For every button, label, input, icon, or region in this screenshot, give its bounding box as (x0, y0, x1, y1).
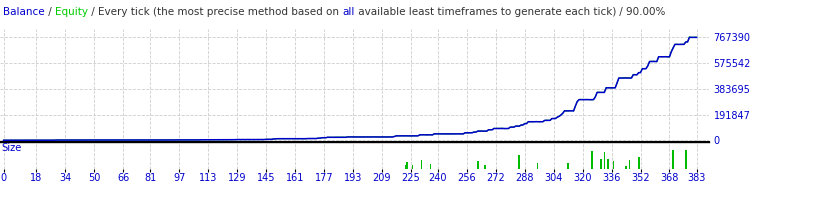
Bar (590, 151, 592, 169)
Bar (606, 159, 608, 169)
Bar (684, 150, 686, 169)
Bar (483, 165, 485, 169)
Bar (628, 160, 630, 169)
Bar (518, 155, 519, 169)
Text: all: all (342, 7, 354, 17)
Text: Size: Size (2, 143, 22, 153)
Bar (477, 161, 478, 169)
Bar (612, 161, 613, 169)
Text: / 90.00%: / 90.00% (615, 7, 664, 17)
Bar (567, 163, 568, 169)
Text: available least timeframes to generate each tick): available least timeframes to generate e… (354, 7, 615, 17)
Bar (603, 152, 604, 169)
Text: /: / (45, 7, 55, 17)
Text: Balance: Balance (3, 7, 45, 17)
Bar (536, 163, 537, 169)
Bar (637, 157, 639, 169)
Bar (420, 160, 422, 169)
Bar (625, 166, 626, 169)
Bar (411, 165, 413, 169)
Bar (429, 164, 431, 169)
Bar (672, 150, 673, 169)
Text: / Every tick (the most precise method based on: / Every tick (the most precise method ba… (88, 7, 342, 17)
Bar (600, 159, 601, 169)
Bar (404, 165, 405, 169)
Text: Equity: Equity (55, 7, 88, 17)
Bar (405, 162, 407, 169)
